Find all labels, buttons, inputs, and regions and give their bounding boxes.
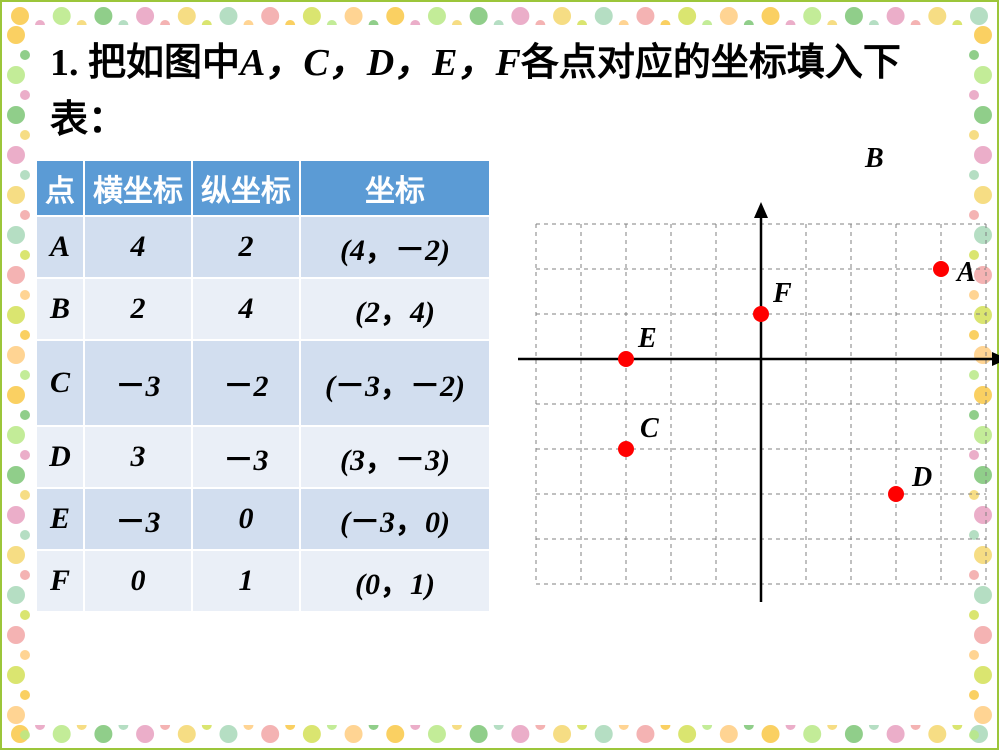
- table-row: D3－3(3，－3): [36, 426, 490, 488]
- table-row: F01(0，1): [36, 550, 490, 612]
- cell-x: 0: [84, 550, 192, 612]
- cell-coord: (0，1): [300, 550, 490, 612]
- point-label-E: E: [638, 323, 657, 355]
- table-header-row: 点 横坐标 纵坐标 坐标: [36, 160, 490, 216]
- question-letters: A，C，D，E，F: [240, 42, 521, 84]
- question-prefix: 1. 把如图中: [50, 42, 240, 84]
- cell-y: －2: [192, 340, 300, 426]
- slide-content: 1. 把如图中A，C，D，E，F各点对应的坐标填入下表： 点 横坐标 纵坐标 坐…: [30, 25, 969, 725]
- cell-coord: (4，－2): [300, 216, 490, 278]
- coordinates-table: 点 横坐标 纵坐标 坐标 A42(4，－2)B24(2，4)C－3－2(－3，－…: [35, 159, 491, 613]
- cell-coord: (3，－3): [300, 426, 490, 488]
- cell-point: B: [36, 278, 84, 340]
- table-row: C－3－2(－3，－2): [36, 340, 490, 426]
- cell-x: 3: [84, 426, 192, 488]
- cell-x: 2: [84, 278, 192, 340]
- cell-point: E: [36, 488, 84, 550]
- point-C: [618, 441, 634, 457]
- main-layout: 点 横坐标 纵坐标 坐标 A42(4，－2)B24(2，4)C－3－2(－3，－…: [30, 159, 969, 679]
- cell-coord: (－3，0): [300, 488, 490, 550]
- table-row: A42(4，－2): [36, 216, 490, 278]
- cell-point: D: [36, 426, 84, 488]
- header-x: 横坐标: [84, 160, 192, 216]
- chart-area: ABCDEF: [501, 159, 969, 679]
- table-row: E－30(－3，0): [36, 488, 490, 550]
- cell-point: A: [36, 216, 84, 278]
- cell-point: F: [36, 550, 84, 612]
- cell-y: 2: [192, 216, 300, 278]
- point-A: [933, 261, 949, 277]
- point-label-D: D: [912, 462, 932, 494]
- header-coord: 坐标: [300, 160, 490, 216]
- header-point: 点: [36, 160, 84, 216]
- cell-x: 4: [84, 216, 192, 278]
- point-F: [753, 306, 769, 322]
- coordinate-grid: [511, 199, 999, 609]
- table-row: B24(2，4): [36, 278, 490, 340]
- cell-y: 4: [192, 278, 300, 340]
- point-D: [888, 486, 904, 502]
- point-label-A: A: [957, 257, 976, 289]
- cell-coord: (－3，－2): [300, 340, 490, 426]
- cell-y: 0: [192, 488, 300, 550]
- cell-y: －3: [192, 426, 300, 488]
- point-E: [618, 351, 634, 367]
- point-label-B: B: [865, 143, 884, 175]
- cell-x: －3: [84, 340, 192, 426]
- cell-point: C: [36, 340, 84, 426]
- header-y: 纵坐标: [192, 160, 300, 216]
- cell-x: －3: [84, 488, 192, 550]
- question-text: 1. 把如图中A，C，D，E，F各点对应的坐标填入下表：: [50, 35, 949, 149]
- cell-y: 1: [192, 550, 300, 612]
- point-label-F: F: [773, 278, 792, 310]
- cell-coord: (2，4): [300, 278, 490, 340]
- point-label-C: C: [640, 413, 659, 445]
